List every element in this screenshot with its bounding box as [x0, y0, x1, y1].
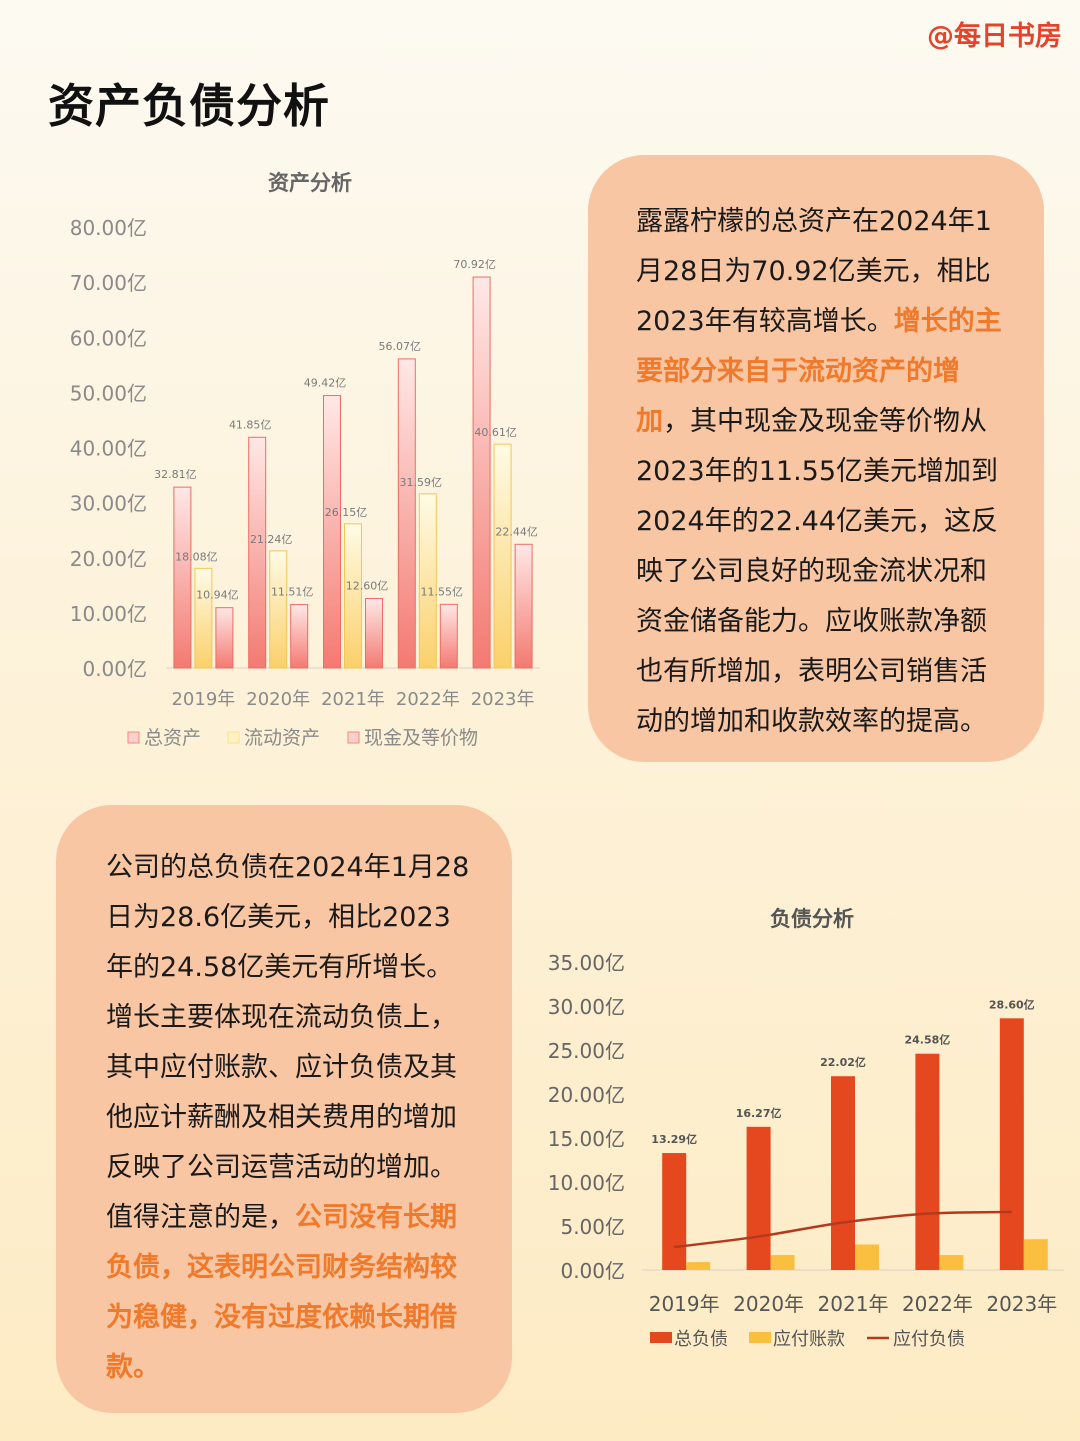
bar-总负债 [915, 1053, 940, 1270]
x-tick-label: 2019年 [649, 1292, 720, 1316]
data-label: 56.07亿 [379, 340, 422, 353]
data-label: 70.92亿 [453, 258, 496, 271]
bar-现金及等价物 [215, 607, 234, 669]
data-label: 11.55亿 [421, 585, 464, 598]
asset-text-1: 露露柠檬的总资产在2024年1月28日为70.92亿美元，相比2023年有较高增… [636, 206, 992, 337]
liability-text-highlight: 公司没有长期负债，这表明公司财务结构较为稳健，没有过度依赖长期借款。 [106, 1202, 457, 1383]
x-tick-label: 2021年 [321, 689, 385, 710]
bar-总资产 [248, 436, 267, 669]
y-tick-label: 20.00亿 [70, 547, 147, 571]
y-tick-label: 30.00亿 [548, 995, 625, 1019]
asset-text-2: ，其中现金及现金等价物从2023年的11.55亿美元增加到2024年的22.44… [636, 406, 999, 737]
bar-应付账款 [686, 1262, 711, 1270]
y-tick-label: 70.00亿 [70, 271, 147, 295]
bar-总资产 [323, 395, 341, 669]
asset-text-highlight: 增长的主要部分来自于流动资产的增加 [636, 306, 1002, 437]
x-tick-label: 2020年 [246, 689, 310, 710]
y-tick-label: 40.00亿 [70, 437, 147, 461]
x-tick-label: 2020年 [733, 1292, 804, 1316]
bar-现金及等价物 [365, 598, 383, 669]
y-tick-label: 25.00亿 [548, 1039, 625, 1063]
x-tick-label: 2019年 [171, 689, 235, 710]
legend-label: 现金及等价物 [364, 727, 478, 749]
legend-swatch [749, 1332, 771, 1343]
bar-总负债 [746, 1126, 771, 1270]
legend-label: 应付负债 [893, 1329, 965, 1350]
y-tick-label: 10.00亿 [70, 602, 147, 626]
data-label: 12.60亿 [346, 580, 389, 593]
data-label: 18.08亿 [175, 550, 218, 563]
data-label: 40.61亿 [474, 426, 516, 439]
bar-流动资产 [269, 550, 288, 669]
data-label: 28.60亿 [989, 997, 1035, 1011]
asset-chart-title: 资产分析 [268, 171, 352, 195]
y-tick-label: 0.00亿 [560, 1259, 625, 1283]
legend-label: 总负债 [674, 1329, 728, 1350]
bar-总资产 [173, 486, 192, 669]
asset-analysis-card: 露露柠檬的总资产在2024年1月28日为70.92亿美元，相比2023年有较高增… [588, 155, 1044, 762]
x-tick-label: 2022年 [902, 1292, 973, 1316]
bar-现金及等价物 [290, 604, 309, 669]
bar-应付账款 [939, 1255, 964, 1270]
y-tick-label: 0.00亿 [82, 657, 147, 681]
bar-流动资产 [493, 443, 512, 669]
data-label: 13.29亿 [651, 1132, 697, 1146]
bar-现金及等价物 [439, 603, 458, 669]
data-label: 41.85亿 [229, 418, 272, 431]
legend-label: 应付账款 [773, 1329, 845, 1350]
liability-chart: 负债分析 0.00亿 5.00亿 10.00亿 15.00亿 20.00亿 25.00亿 30… [548, 907, 1064, 1350]
bar-总负债 [662, 1153, 687, 1270]
data-label: 32.81亿 [154, 468, 197, 481]
liability-chart-title: 负债分析 [770, 907, 854, 931]
data-label: 49.42亿 [304, 377, 347, 390]
y-tick-label: 60.00亿 [70, 326, 147, 350]
legend-label: 总资产 [144, 727, 201, 749]
data-label: 24.58亿 [905, 1033, 951, 1047]
y-tick-label: 50.00亿 [70, 381, 147, 405]
x-tick-label: 2023年 [471, 689, 535, 710]
bar-总负债 [831, 1076, 855, 1270]
y-tick-label: 35.00亿 [548, 951, 625, 975]
bar-现金及等价物 [514, 543, 533, 669]
author-handle: @每日书房 [927, 21, 1062, 52]
data-label: 16.27亿 [736, 1106, 782, 1120]
bar-总负债 [999, 1018, 1024, 1270]
legend-swatch [127, 731, 140, 744]
y-tick-label: 80.00亿 [70, 216, 147, 240]
y-tick-label: 20.00亿 [548, 1083, 625, 1107]
y-tick-label: 15.00亿 [548, 1127, 625, 1151]
data-label: 26.15亿 [325, 506, 368, 519]
data-label: 31.59亿 [400, 476, 443, 489]
data-label: 21.24亿 [250, 533, 293, 546]
data-label: 22.44亿 [495, 525, 537, 538]
liability-analysis-card: 公司的总负债在2024年1月28日为28.6亿美元，相比2023年的24.58亿… [56, 805, 512, 1413]
legend-swatch [227, 731, 240, 744]
x-tick-label: 2022年 [396, 689, 460, 710]
bar-总资产 [472, 276, 491, 669]
legend-swatch [347, 731, 360, 744]
data-label: 22.02亿 [820, 1055, 866, 1069]
asset-chart: 资产分析 0.00亿 10.00亿 20.00亿 30.00亿 40.00亿 50.00亿 6… [70, 171, 540, 749]
legend-swatch [650, 1332, 672, 1343]
bar-应付账款 [1023, 1239, 1048, 1270]
bar-流动资产 [418, 493, 437, 669]
bar-应付账款 [855, 1244, 879, 1270]
y-tick-label: 5.00亿 [560, 1215, 625, 1239]
bar-总资产 [397, 358, 416, 669]
x-tick-label: 2021年 [818, 1292, 889, 1316]
line-应付负债 [674, 1210, 1012, 1249]
legend-label: 流动资产 [244, 727, 320, 749]
bar-流动资产 [194, 567, 213, 669]
liability-text-1: 公司的总负债在2024年1月28日为28.6亿美元，相比2023年的24.58亿… [106, 852, 470, 1233]
data-label: 10.94亿 [196, 589, 239, 602]
page-title: 资产负债分析 [48, 79, 330, 133]
y-tick-label: 10.00亿 [548, 1171, 625, 1195]
x-tick-label: 2023年 [986, 1292, 1057, 1316]
bar-应付账款 [770, 1255, 795, 1270]
y-tick-label: 30.00亿 [70, 492, 147, 516]
data-label: 11.51亿 [271, 586, 314, 599]
bar-流动资产 [344, 523, 362, 669]
